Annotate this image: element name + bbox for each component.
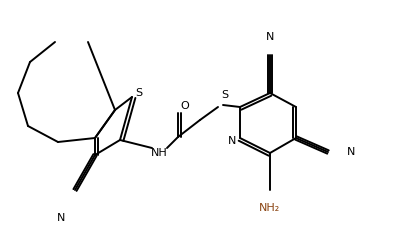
Text: S: S	[136, 88, 143, 98]
Text: S: S	[221, 90, 229, 100]
Text: N: N	[57, 213, 65, 223]
Text: N: N	[228, 136, 236, 146]
Text: N: N	[347, 147, 355, 157]
Text: NH: NH	[151, 148, 167, 158]
Text: NH₂: NH₂	[259, 203, 281, 213]
Text: N: N	[266, 32, 274, 42]
Text: O: O	[181, 101, 189, 111]
